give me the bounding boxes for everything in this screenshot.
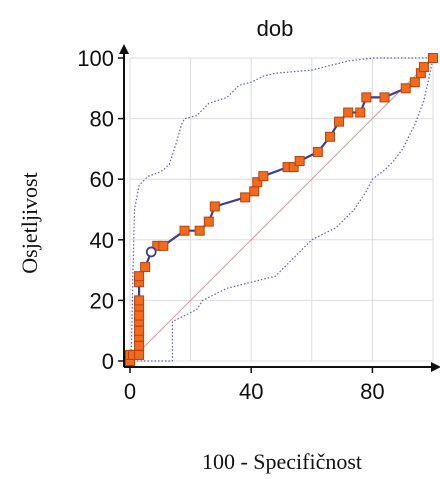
roc-point <box>361 92 372 103</box>
roc-point <box>288 162 299 173</box>
roc-point <box>134 295 145 306</box>
y-tick-label: 100 <box>77 46 114 71</box>
roc-point <box>258 171 269 182</box>
roc-point <box>194 225 205 236</box>
y-tick-label: 20 <box>90 288 114 313</box>
roc-point <box>409 77 420 88</box>
roc-point <box>134 340 145 351</box>
reference-diagonal <box>129 57 434 362</box>
criterion-point <box>145 246 157 258</box>
x-tick-label: 40 <box>239 379 263 404</box>
reference-line <box>129 57 434 362</box>
y-tick-label: 0 <box>102 349 114 374</box>
roc-point <box>400 83 411 94</box>
roc-point <box>418 62 429 73</box>
y-tick-label: 80 <box>90 107 114 132</box>
ci-lower-band <box>130 57 434 362</box>
roc-point <box>240 192 251 203</box>
x-axis-label: 100 - Specifičnost <box>202 449 362 474</box>
roc-point <box>312 146 323 157</box>
roc-point <box>179 225 190 236</box>
roc-point <box>203 216 214 227</box>
roc-point <box>294 156 305 167</box>
roc-point <box>134 310 145 321</box>
roc-point <box>134 349 145 360</box>
roc-point <box>379 92 390 103</box>
roc-point <box>140 262 151 273</box>
roc-point <box>209 201 220 212</box>
roc-point <box>158 240 169 251</box>
roc-point <box>343 107 354 118</box>
roc-point <box>355 107 366 118</box>
roc-point <box>324 131 335 142</box>
axes <box>119 44 440 372</box>
roc-point <box>134 325 145 336</box>
roc-series <box>125 53 438 366</box>
y-axis-label: Osjetljivost <box>17 172 42 273</box>
y-tick-label: 60 <box>90 167 114 192</box>
x-tick-label: 80 <box>360 379 384 404</box>
confidence-bands <box>129 57 434 362</box>
chart-title: dob <box>257 16 294 41</box>
y-axis-arrow <box>119 44 129 54</box>
y-tick-label: 40 <box>90 228 114 253</box>
roc-point <box>334 116 345 127</box>
tick-labels: 0 20 40 60 80 100 0 40 80 <box>77 46 384 404</box>
ci-upper-band <box>129 57 433 362</box>
roc-point <box>134 271 145 282</box>
x-axis-arrow <box>431 362 440 372</box>
roc-point <box>428 53 438 63</box>
roc-point <box>252 177 263 188</box>
roc-point <box>249 186 260 197</box>
grid-lines <box>129 57 434 362</box>
x-tick-label: 0 <box>124 379 136 404</box>
